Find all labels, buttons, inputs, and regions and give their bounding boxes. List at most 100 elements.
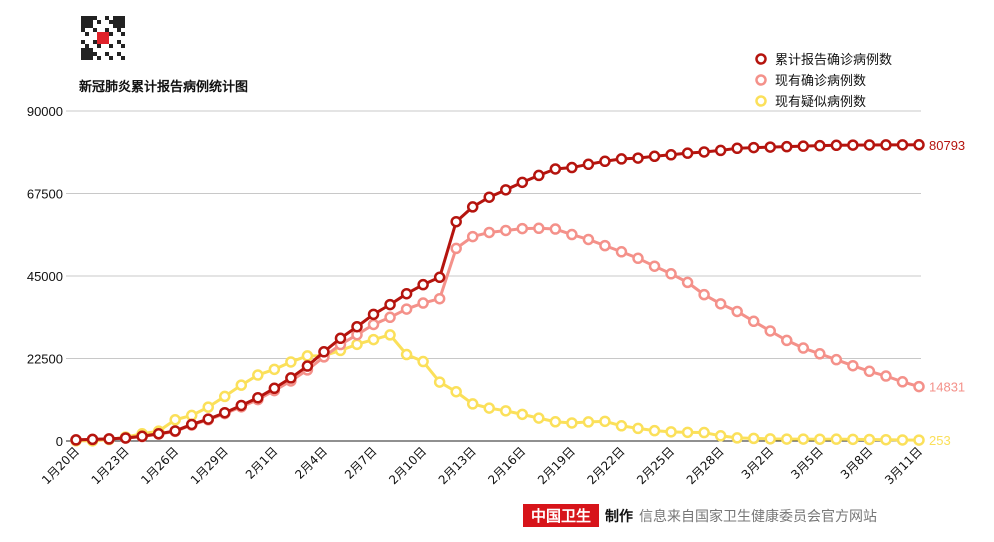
data-point-cumulative	[681, 147, 694, 159]
data-point-suspected	[219, 390, 231, 403]
qr-module	[93, 16, 97, 20]
data-point-suspected	[714, 430, 727, 442]
qr-module	[109, 44, 113, 48]
data-point-suspected	[235, 379, 248, 391]
data-point-suspected	[417, 355, 429, 368]
qr-module	[89, 52, 93, 56]
data-point-cumulative	[896, 139, 909, 151]
data-point-suspected	[466, 398, 479, 410]
data-point-cumulative	[863, 139, 876, 151]
qr-module	[85, 24, 89, 28]
qr-module	[117, 24, 121, 28]
data-point-suspected	[483, 402, 495, 414]
data-point-current	[814, 348, 826, 360]
data-point-current	[797, 342, 810, 354]
qr-module	[113, 20, 117, 24]
data-point-current	[582, 233, 595, 246]
data-point-suspected	[747, 432, 760, 445]
x-tick-label: 3月8日	[838, 444, 876, 482]
data-point-suspected	[913, 434, 925, 446]
qr-module	[85, 56, 89, 60]
data-point-cumulative	[632, 152, 644, 164]
data-point-suspected	[516, 408, 529, 421]
qr-module	[93, 52, 97, 56]
data-point-current	[698, 288, 710, 301]
data-point-cumulative	[814, 139, 826, 152]
legend-label: 现有确诊病例数	[775, 74, 866, 89]
data-point-current	[781, 334, 793, 347]
qr-module	[85, 52, 89, 56]
data-point-suspected	[268, 363, 281, 376]
qr-module	[85, 32, 89, 36]
qr-module	[97, 56, 101, 60]
data-point-cumulative	[549, 163, 562, 175]
data-point-cumulative	[698, 146, 710, 158]
qr-module	[109, 32, 113, 36]
data-point-current	[863, 365, 876, 378]
qr-module	[117, 40, 121, 44]
data-point-cumulative	[185, 418, 198, 431]
data-point-cumulative	[830, 139, 843, 152]
data-point-cumulative	[648, 150, 661, 163]
qr-module	[85, 48, 89, 52]
data-point-cumulative	[566, 161, 578, 174]
data-point-suspected	[814, 433, 826, 445]
qr-module	[85, 16, 89, 20]
data-point-cumulative	[252, 392, 264, 404]
data-point-suspected	[665, 426, 677, 438]
data-point-cumulative	[599, 155, 611, 168]
data-point-suspected	[533, 412, 545, 424]
data-point-current	[714, 298, 727, 310]
legend-label: 累计报告确诊病例数	[775, 53, 892, 68]
data-point-cumulative	[70, 434, 82, 446]
end-label-cumulative: 80793	[929, 138, 965, 153]
data-point-cumulative	[119, 432, 132, 444]
qr-module	[121, 20, 125, 24]
data-point-current	[466, 230, 479, 243]
x-tick-label: 2月10日	[386, 444, 429, 487]
data-point-current	[665, 268, 677, 280]
data-point-cumulative	[318, 346, 330, 358]
data-point-current	[566, 228, 578, 241]
data-point-suspected	[450, 385, 462, 398]
data-point-current	[533, 222, 545, 235]
data-point-current	[681, 276, 694, 289]
data-point-suspected	[384, 329, 396, 341]
qr-module	[97, 20, 101, 24]
x-tick-label: 1月26日	[138, 444, 181, 487]
qr-module	[121, 16, 125, 20]
data-point-cumulative	[516, 176, 529, 189]
data-point-current	[516, 222, 529, 235]
data-point-current	[433, 292, 446, 305]
data-point-current	[549, 223, 562, 235]
data-point-cumulative	[136, 430, 148, 443]
data-point-cumulative	[533, 169, 545, 182]
data-point-suspected	[301, 350, 314, 362]
data-point-cumulative	[103, 433, 115, 445]
qr-module	[89, 48, 93, 52]
data-point-cumulative	[714, 144, 727, 157]
data-point-cumulative	[86, 433, 99, 446]
qr-module	[113, 24, 117, 28]
data-point-current	[731, 305, 743, 318]
data-point-current	[632, 252, 644, 265]
data-point-current	[417, 297, 429, 309]
qr-module	[117, 28, 121, 32]
x-tick-label: 2月4日	[292, 444, 330, 482]
qr-module	[117, 20, 121, 24]
data-point-current	[500, 224, 512, 237]
chart-title: 新冠肺炎累计报告病例统计图	[79, 80, 249, 95]
data-point-suspected	[896, 434, 909, 446]
data-point-cumulative	[152, 428, 165, 440]
qr-module	[89, 20, 93, 24]
x-tick-label: 2月7日	[342, 444, 380, 482]
data-point-suspected	[433, 376, 446, 388]
end-label-current: 14831	[929, 380, 965, 395]
series-line-suspected	[75, 333, 920, 443]
data-point-current	[400, 303, 413, 315]
y-tick-label: 22500	[27, 352, 63, 367]
data-point-cumulative	[500, 184, 512, 196]
qr-code	[81, 16, 125, 60]
qr-module	[93, 28, 97, 32]
